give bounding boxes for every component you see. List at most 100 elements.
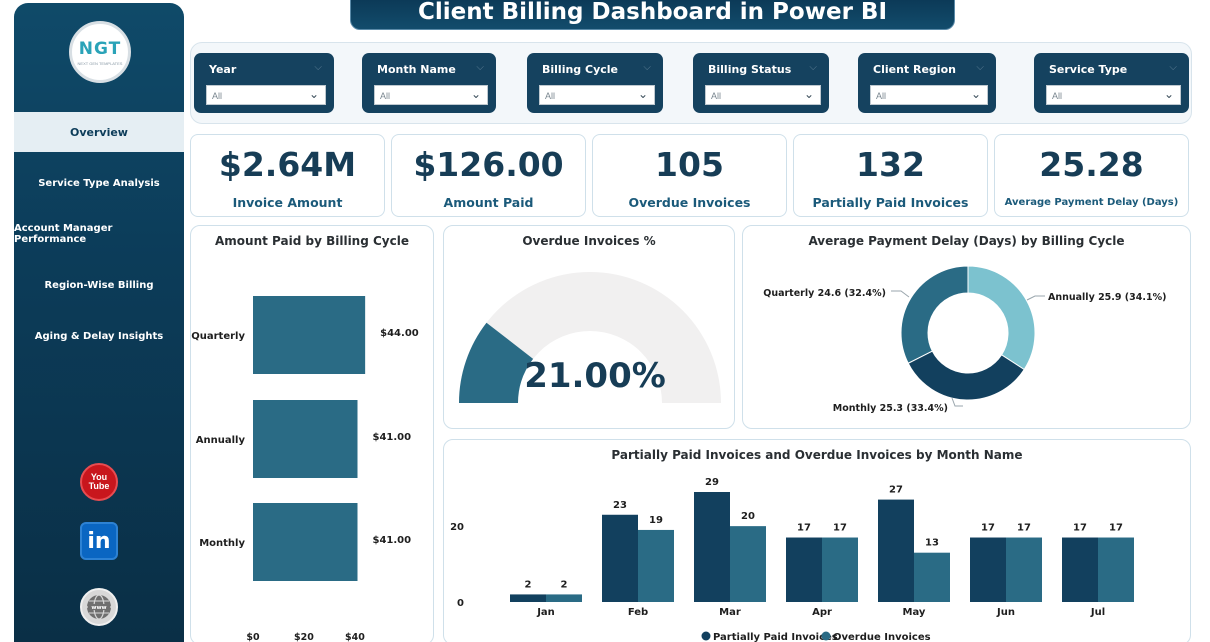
kpi-amount-paid-label: Amount Paid (443, 195, 534, 210)
youtube-icon[interactable]: You Tube (80, 463, 118, 501)
filter-billing-status-value: All (711, 91, 722, 101)
kpi-partially-paid-invoices: 132 Partially Paid Invoices (793, 134, 988, 217)
column-bar[interactable] (786, 537, 822, 602)
nav-item-region-wise-billing[interactable]: Region-Wise Billing (44, 279, 154, 291)
x-tick-label: $0 (246, 632, 260, 642)
data-label: 23 (613, 500, 627, 511)
filter-billing-status[interactable]: Billing Status ⌵ All ⌄ (693, 53, 829, 113)
gauge-value-label: 21.00% (524, 356, 666, 396)
filter-month-name-label: Month Name (377, 63, 456, 76)
column-bar[interactable] (546, 594, 582, 602)
column-bar[interactable] (914, 552, 950, 602)
page-title: Client Billing Dashboard in Power BI (350, 0, 955, 30)
legend-label: Overdue Invoices (833, 632, 931, 642)
dropdown-arrow-icon: ⌄ (470, 87, 481, 101)
column-bar[interactable] (638, 529, 674, 602)
filter-month-name[interactable]: Month Name ⌵ All ⌄ (362, 53, 496, 113)
x-tick-label: Jan (536, 607, 555, 618)
data-label: 17 (981, 523, 995, 534)
column-bar[interactable] (510, 594, 546, 602)
filter-year[interactable]: Year ⌵ All ⌄ (194, 53, 334, 113)
donut-slice[interactable] (900, 265, 969, 364)
kpi-invoice-amount-value: $2.64M (218, 145, 357, 184)
data-label: 19 (649, 515, 663, 526)
filter-panel: Year ⌵ All ⌄ Month Name ⌵ All ⌄ Billing … (190, 42, 1192, 124)
logo-subtext: NEXT GEN TEMPLATES (77, 60, 123, 66)
chart-title: Overdue Invoices % (522, 234, 656, 248)
data-label: 13 (925, 538, 939, 549)
gauge-fill[interactable] (459, 322, 534, 403)
chevron-down-icon: ⌵ (643, 62, 651, 73)
filter-year-label: Year (209, 63, 237, 76)
column-bar[interactable] (1006, 537, 1042, 602)
data-label: 17 (1109, 523, 1123, 534)
filter-billing-cycle-select[interactable]: All ⌄ (539, 85, 655, 105)
slice-label: Annually 25.9 (34.1%) (1048, 292, 1166, 303)
svg-text:www: www (91, 605, 106, 611)
chevron-down-icon: ⌵ (809, 62, 817, 73)
category-label: Annually (196, 435, 246, 446)
leader-line (951, 397, 963, 407)
chevron-down-icon: ⌵ (476, 62, 484, 73)
x-tick-label: Feb (628, 607, 648, 618)
y-tick-label: 20 (450, 522, 464, 533)
category-label: Quarterly (191, 331, 245, 342)
kpi-invoice-amount-label: Invoice Amount (232, 195, 343, 210)
filter-billing-cycle-value: All (545, 91, 556, 101)
dropdown-arrow-icon: ⌄ (803, 87, 814, 101)
chart-amount-paid-by-billing-cycle: Amount Paid by Billing Cycle Quarterly $4… (190, 225, 434, 642)
chart-title: Partially Paid Invoices and Overdue Invo… (611, 448, 1023, 462)
column-bar[interactable] (822, 537, 858, 602)
column-bar[interactable] (694, 492, 730, 602)
column-bar[interactable] (602, 514, 638, 602)
bar[interactable] (253, 296, 366, 374)
column-bar[interactable] (1098, 537, 1134, 602)
nav-item-account-manager-performance[interactable]: Account Manager Performance (14, 223, 113, 245)
nav-item-aging-delay-insights[interactable]: Aging & Delay Insights (34, 330, 164, 342)
kpi-partially-paid-invoices-value: 132 (856, 145, 925, 184)
bar[interactable] (253, 400, 358, 478)
data-label: 27 (889, 485, 903, 496)
filter-service-type-select[interactable]: All ⌄ (1046, 85, 1181, 105)
filter-month-name-select[interactable]: All ⌄ (374, 85, 488, 105)
linkedin-icon[interactable]: in (80, 522, 118, 560)
filter-billing-cycle[interactable]: Billing Cycle ⌵ All ⌄ (527, 53, 663, 113)
data-label: 17 (797, 523, 811, 534)
chevron-down-icon: ⌵ (314, 62, 322, 73)
column-bar[interactable] (878, 499, 914, 602)
dropdown-arrow-icon: ⌄ (1163, 87, 1174, 101)
filter-client-region[interactable]: Client Region ⌵ All ⌄ (858, 53, 996, 113)
chevron-down-icon: ⌵ (1169, 62, 1177, 73)
leader-line (1026, 295, 1045, 301)
kpi-amount-paid-value: $126.00 (413, 145, 564, 184)
bar[interactable] (253, 503, 358, 581)
donut-slice[interactable] (907, 350, 1025, 401)
filter-year-value: All (212, 91, 223, 101)
chevron-down-icon: ⌵ (976, 62, 984, 73)
nav-item-service-type-analysis[interactable]: Service Type Analysis (38, 177, 160, 189)
nav-item-overview[interactable]: Overview (14, 112, 184, 152)
donut-slice[interactable] (967, 265, 1036, 371)
filter-client-region-select[interactable]: All ⌄ (870, 85, 988, 105)
filter-billing-status-select[interactable]: All ⌄ (705, 85, 821, 105)
x-tick-label: Jun (996, 607, 1015, 618)
data-label: 2 (561, 579, 568, 590)
x-tick-label: Mar (719, 607, 741, 618)
kpi-average-payment-delay: 25.28 Average Payment Delay (Days) (994, 134, 1189, 217)
filter-service-type[interactable]: Service Type ⌵ All ⌄ (1034, 53, 1189, 113)
youtube-icon-text-top: You (90, 472, 108, 482)
filter-year-select[interactable]: All ⌄ (206, 85, 326, 105)
x-tick-label: Apr (812, 607, 832, 618)
data-label: $44.00 (380, 328, 419, 339)
chart-average-payment-delay-donut: Average Payment Delay (Days) by Billing … (742, 225, 1191, 429)
filter-service-type-label: Service Type (1049, 63, 1128, 76)
x-tick-label: May (903, 607, 926, 618)
column-bar[interactable] (970, 537, 1006, 602)
data-label: 17 (833, 523, 847, 534)
slice-label: Monthly 25.3 (33.4%) (833, 403, 948, 414)
hbar-chart-svg: Quarterly $44.00 Annually $41.00 Monthly $41.… (191, 296, 419, 642)
column-bar[interactable] (1062, 537, 1098, 602)
leader-line (891, 290, 910, 298)
globe-icon[interactable]: www (80, 588, 118, 626)
column-bar[interactable] (730, 526, 766, 602)
